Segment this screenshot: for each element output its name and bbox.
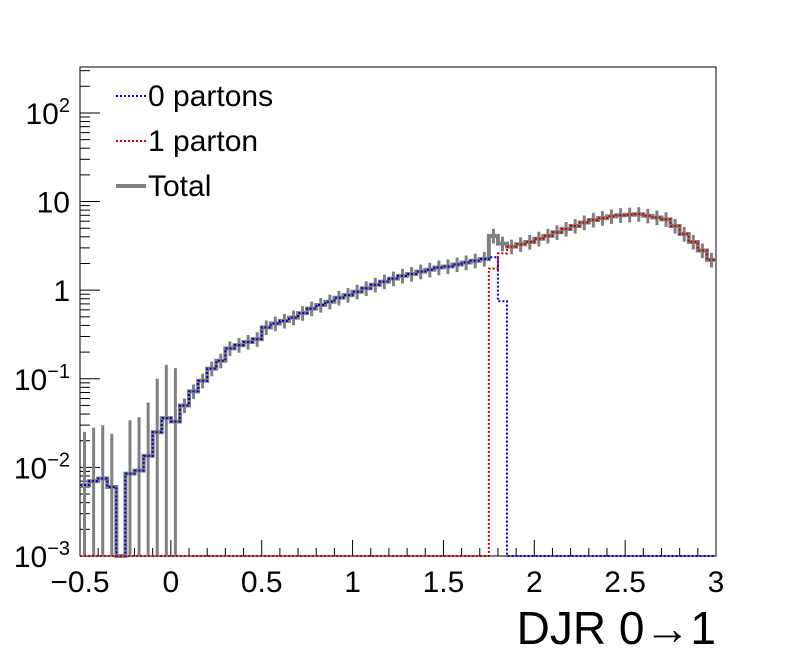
legend: 0 partons 1 parton Total [116,80,273,203]
x-tick-label: 1 [344,566,361,599]
x-tick-label: 3 [708,566,725,599]
series-layer [80,207,716,558]
x-axis-title: DJR 0→1 [517,602,716,654]
tick-labels: −0.5 0 0.5 1 1.5 2 2.5 3 10−3 10−2 10−1 1 10 102 [14,95,725,599]
y-tick-label: 102 [26,95,71,131]
x-tick-label: 2.5 [604,566,646,599]
legend-label-1: 1 parton [148,125,258,158]
x-tick-label: −0.5 [50,566,109,599]
x-tick-label: 0 [163,566,180,599]
legend-label-2: Total [148,170,211,203]
y-tick-label: 10−3 [14,538,70,574]
series-1-line [80,213,716,557]
y-tick-label: 10−1 [14,361,70,397]
y-tick-label: 10 [37,187,70,220]
x-tick-label: 1.5 [423,566,465,599]
y-tick-label: 10−2 [14,449,70,485]
x-tick-label: 0.5 [241,566,283,599]
x-tick-label: 2 [526,566,543,599]
legend-label-0: 0 partons [148,80,273,113]
y-tick-label: 1 [53,275,70,308]
